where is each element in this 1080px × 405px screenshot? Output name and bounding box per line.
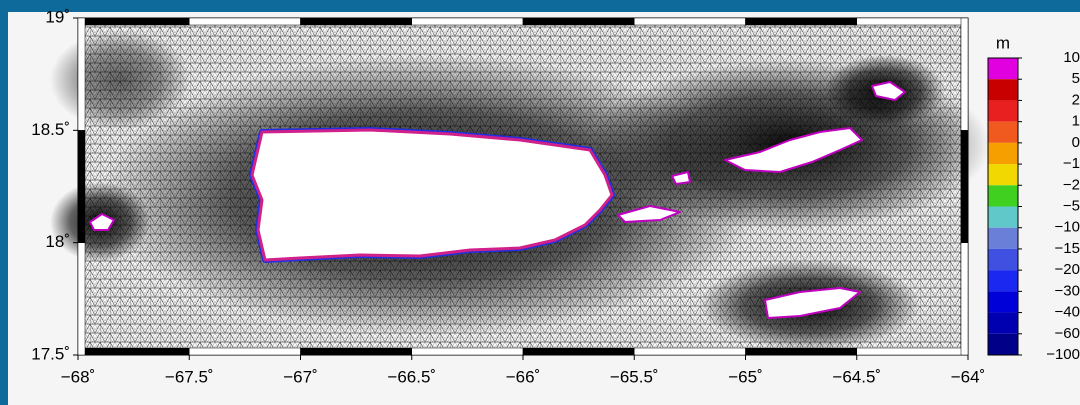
colorbar-segment: [988, 270, 1018, 292]
frame-band: [411, 17, 524, 26]
frame-band: [77, 347, 190, 356]
frame-band: [856, 347, 969, 356]
colorbar-label: −10: [1055, 219, 1080, 236]
colorbar-segment: [988, 312, 1018, 334]
colorbar-label: 1: [1072, 113, 1080, 130]
colorbar-title: m: [996, 33, 1010, 52]
frame-band: [522, 347, 635, 356]
x-tick-label: −66˚: [506, 367, 541, 386]
y-tick-label: 18˚: [45, 232, 70, 251]
x-tick-label: −66.5˚: [387, 367, 436, 386]
frame-band: [411, 347, 524, 356]
frame-band: [745, 17, 857, 26]
y-tick-label: 19˚: [45, 7, 70, 26]
frame-band: [189, 17, 301, 26]
colorbar-segment: [988, 333, 1018, 355]
frame-band: [960, 242, 969, 356]
colorbar-segment: [988, 206, 1018, 228]
virgin-islands: [724, 127, 863, 173]
colorbar-label: −100: [1046, 346, 1080, 363]
y-tick-label: 17.5˚: [31, 344, 70, 363]
vieques: [617, 205, 681, 223]
x-tick-label: −65˚: [728, 367, 763, 386]
culebra: [671, 171, 691, 185]
colorbar-segment: [988, 142, 1018, 165]
colorbar-label: 2: [1072, 91, 1080, 108]
colorbar-label: −40: [1055, 304, 1080, 321]
x-tick-label: −64.5˚: [832, 367, 881, 386]
frame-band: [77, 17, 190, 26]
colorbar-segment: [988, 100, 1018, 122]
x-tick-label: −68˚: [61, 367, 96, 386]
frame-band: [300, 17, 412, 26]
colorbar-segment: [988, 58, 1018, 80]
frame-band: [189, 347, 301, 356]
frame-band: [634, 347, 746, 356]
frame-band: [856, 17, 969, 26]
colorbar-label: −1: [1063, 155, 1080, 172]
colorbar-label: 5: [1072, 70, 1080, 87]
colorbar-segment: [988, 185, 1018, 207]
frame-band: [634, 17, 746, 26]
colorbar-label: 0: [1072, 134, 1080, 151]
colorbar-segment: [988, 164, 1018, 186]
frame-band: [300, 347, 412, 356]
colorbar-segment: [988, 248, 1018, 271]
st-croix: [764, 287, 861, 319]
dense-mesh: [50, 30, 190, 130]
frame-band: [960, 17, 969, 131]
frame-band: [522, 17, 635, 26]
frame-band: [77, 130, 86, 243]
colorbar-label: −60: [1055, 325, 1080, 342]
x-tick-label: −67˚: [283, 367, 318, 386]
x-tick-label: −65.5˚: [610, 367, 659, 386]
colorbar-segment: [988, 79, 1018, 101]
colorbar-label: −15: [1055, 240, 1080, 257]
frame-band: [77, 17, 86, 131]
frame-band: [960, 130, 969, 243]
x-tick-label: −64˚: [951, 367, 986, 386]
frame-band: [77, 242, 86, 356]
colorbar-segment: [988, 121, 1018, 143]
map-area: [50, 17, 990, 356]
frame-band: [745, 347, 857, 356]
puerto-rico: [250, 128, 614, 262]
x-tick-label: −67.5˚: [165, 367, 214, 386]
anegada: [871, 81, 906, 101]
colorbar-label: −5: [1063, 197, 1080, 214]
colorbar-segment: [988, 291, 1018, 313]
colorbar-label: −30: [1055, 282, 1080, 299]
colorbar-label: 10: [1063, 49, 1080, 66]
mona: [89, 213, 115, 231]
colorbar-segment: [988, 227, 1018, 249]
colorbar-label: −20: [1055, 261, 1080, 278]
y-tick-label: 18.5˚: [31, 120, 70, 139]
colorbar-label: −2: [1063, 176, 1080, 193]
islands: [89, 81, 906, 319]
